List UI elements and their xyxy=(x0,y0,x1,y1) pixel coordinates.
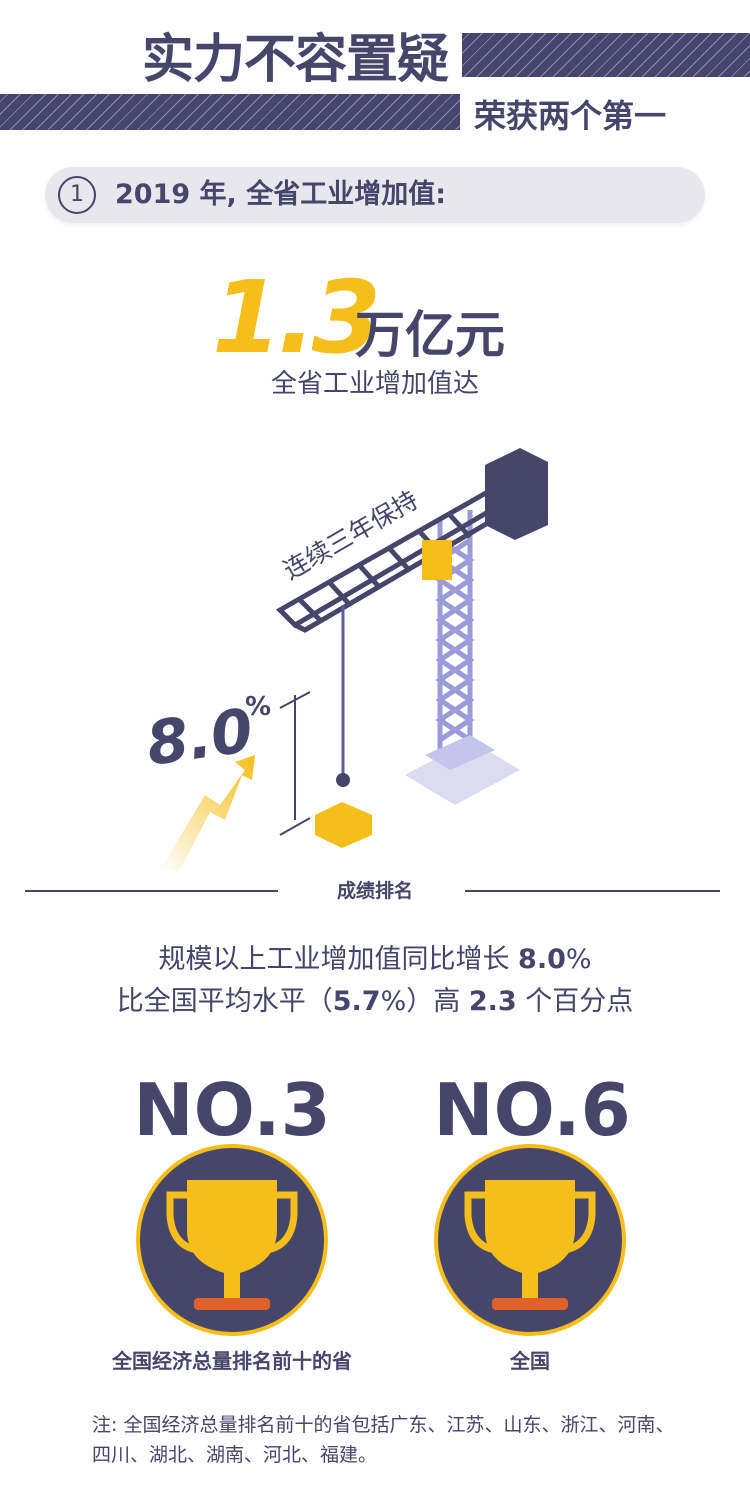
text: % xyxy=(565,944,592,975)
growth-value: 8.0 xyxy=(142,696,257,780)
ranking-line-1: 规模以上工业增加值同比增长 8.0% xyxy=(0,940,750,980)
footnote: 注: 全国经济总量排名前十的省包括广东、江苏、山东、浙江、河南、四川、湖北、湖南… xyxy=(92,1414,675,1466)
award-caption-2: 全国 xyxy=(510,1349,550,1373)
ranking-line-2: 比全国平均水平（5.7%）高 2.3 个百分点 xyxy=(0,982,750,1022)
award-rank-2: NO.6 xyxy=(433,1068,631,1152)
page-subtitle: 荣获两个第一 xyxy=(474,97,667,135)
trophy-icon xyxy=(434,1144,626,1336)
growth-arrow-icon xyxy=(160,755,255,870)
counterweight xyxy=(485,448,548,540)
section-header xyxy=(45,167,705,223)
highlight-caption: 全省工业增加值达 xyxy=(270,369,479,399)
value: 2.3 xyxy=(468,986,517,1017)
text: 规模以上工业增加值同比增长 xyxy=(158,944,519,975)
trophy-badges xyxy=(136,1144,626,1336)
highlight-value: 1.3 xyxy=(212,259,381,376)
text: %）高 xyxy=(380,986,469,1017)
page-title: 实力不容置疑 xyxy=(142,30,449,90)
ranking-title: 成绩排名 xyxy=(336,880,413,902)
header-stripe-right xyxy=(462,33,750,77)
crane-cab xyxy=(422,540,452,580)
highlight-unit: 万亿元 xyxy=(355,306,505,364)
height-marker xyxy=(279,691,311,836)
award-caption-1: 全国经济总量排名前十的省 xyxy=(112,1349,352,1373)
value: 8.0 xyxy=(518,944,566,975)
tower-base xyxy=(405,740,520,805)
crane-illustration: 连续三年保持 8.0 % xyxy=(142,448,548,870)
section-label: 2019 年, 全省工业增加值: xyxy=(115,179,447,210)
cargo-box xyxy=(315,802,372,848)
growth-unit: % xyxy=(245,692,271,722)
divider-left xyxy=(25,890,278,892)
section-number: 1 xyxy=(58,176,96,214)
award-rank-1: NO.3 xyxy=(133,1068,331,1152)
text: 比全国平均水平（ xyxy=(116,986,333,1017)
divider-right xyxy=(465,890,720,892)
value: 5.7 xyxy=(332,986,381,1017)
text: 个百分点 xyxy=(516,986,634,1017)
header-stripe-left xyxy=(0,94,460,130)
trophy-icon xyxy=(136,1144,328,1336)
